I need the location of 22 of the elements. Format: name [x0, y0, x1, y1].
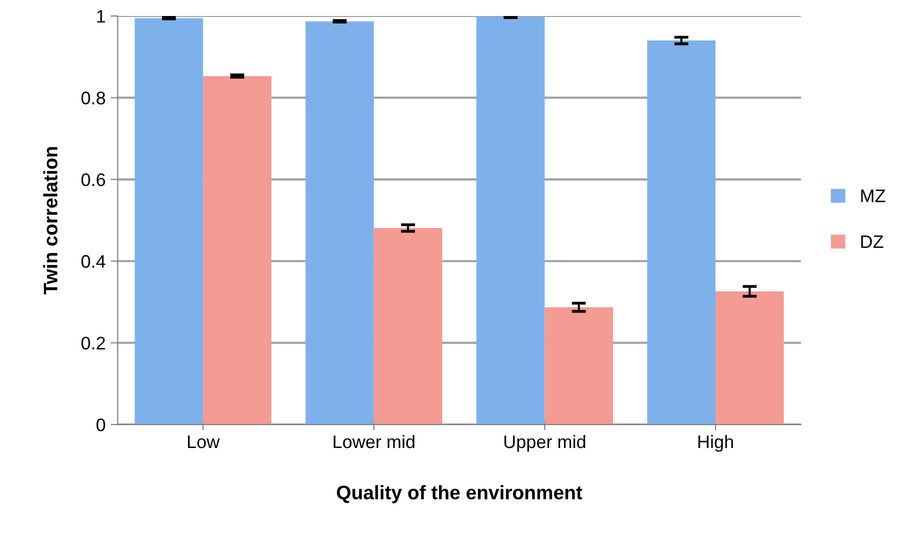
- x-tick-label: Upper mid: [504, 434, 586, 452]
- x-tick-label: Lower mid: [334, 434, 414, 448]
- bar: [203, 76, 272, 425]
- y-tick-label: 0.6: [81, 173, 106, 186]
- y-tick-label: 0.8: [81, 92, 106, 104]
- legend-label: MZ: [861, 190, 886, 202]
- x-tick-label: High: [698, 434, 733, 452]
- y-tick-label: 1: [97, 10, 105, 23]
- bar: [716, 291, 784, 425]
- y-tick-label: 0.4: [81, 255, 106, 268]
- bar: [374, 228, 442, 425]
- y-tick-label: 0.2: [81, 336, 105, 350]
- y-axis-title: Twin correlation: [43, 147, 58, 294]
- y-tick-label: 0: [96, 418, 106, 432]
- legend-label: DZ: [861, 235, 884, 248]
- x-axis-title: Quality of the environment: [336, 485, 582, 504]
- bar: [647, 40, 716, 425]
- bar: [134, 18, 204, 425]
- bar: [544, 307, 614, 425]
- x-tick-label: Low: [188, 436, 220, 448]
- bar: [306, 21, 374, 425]
- bar: [476, 16, 545, 425]
